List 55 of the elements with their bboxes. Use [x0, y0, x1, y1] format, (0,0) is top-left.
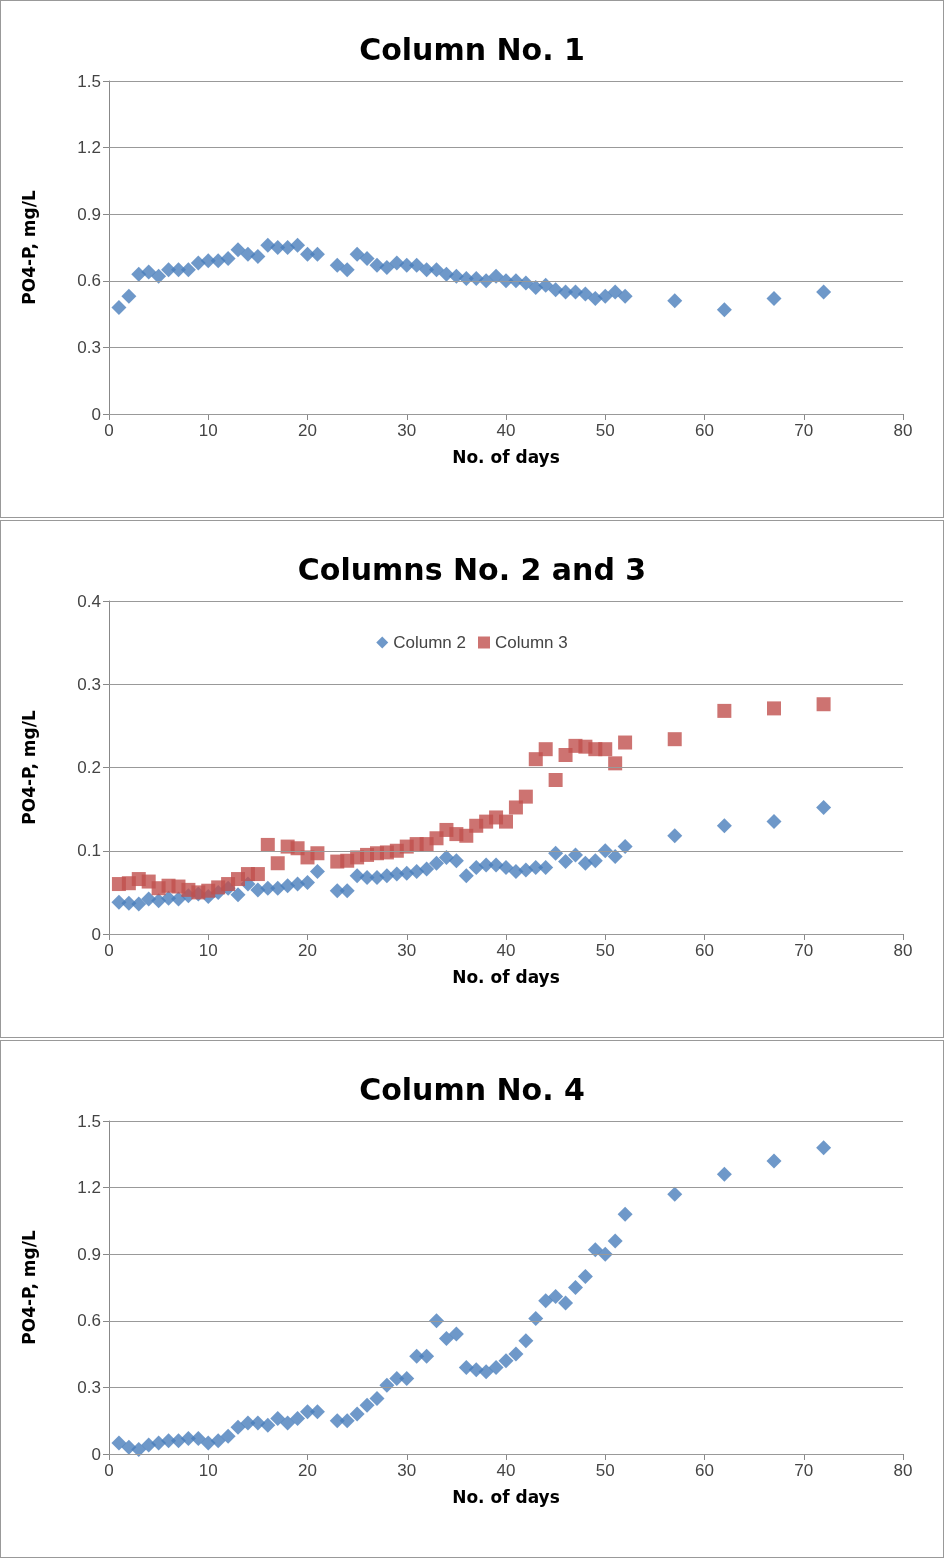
y-tick-label: 0.9	[77, 1244, 101, 1264]
x-tick-label: 10	[198, 1461, 218, 1480]
x-tick-label: 50	[595, 421, 615, 440]
y-tick-label: 1.2	[77, 138, 101, 158]
y-tick-label: 0.9	[77, 204, 101, 224]
y-tick-label: 0	[91, 1444, 101, 1464]
x-tick-label: 30	[397, 421, 417, 440]
chart-title: Column No. 4	[359, 1071, 585, 1107]
x-tick-label: 20	[298, 421, 317, 440]
x-tick-label: 80	[893, 421, 913, 440]
x-tick-label: 10	[198, 941, 218, 960]
x-tick-label: 0	[104, 421, 114, 440]
y-axis-title: PO4-P, mg/L	[18, 190, 39, 305]
x-tick-label: 30	[397, 1461, 417, 1480]
x-tick-label: 0	[104, 941, 114, 960]
x-tick-label: 30	[397, 941, 417, 960]
y-tick-label: 0	[91, 924, 101, 944]
y-tick-label: 0.3	[77, 1377, 101, 1397]
x-axis-title: No. of days	[452, 966, 560, 987]
legend-label: Column 2	[393, 633, 467, 652]
x-tick-label: 40	[496, 941, 516, 960]
y-tick-label: 0.3	[77, 674, 101, 694]
x-tick-label: 60	[695, 421, 714, 440]
y-tick-label: 0.3	[77, 337, 101, 357]
y-axis-title: PO4-P, mg/L	[18, 710, 39, 825]
x-tick-label: 10	[198, 421, 218, 440]
x-tick-label: 40	[496, 1461, 516, 1480]
x-tick-label: 20	[298, 1461, 317, 1480]
y-axis-title: PO4-P, mg/L	[18, 1230, 39, 1345]
x-tick-label: 50	[595, 941, 615, 960]
x-tick-label: 0	[104, 1461, 114, 1480]
x-axis-title: No. of days	[452, 1486, 560, 1507]
x-tick-label: 20	[298, 941, 317, 960]
y-tick-label: 0.6	[77, 1311, 101, 1331]
y-tick-label: 0	[91, 404, 101, 424]
x-tick-label: 80	[893, 1461, 913, 1480]
x-tick-label: 60	[695, 941, 714, 960]
y-tick-label: 1.2	[77, 1178, 101, 1198]
y-tick-label: 0.1	[77, 841, 101, 861]
x-axis-title: No. of days	[452, 446, 560, 467]
y-tick-label: 0.2	[77, 758, 101, 777]
x-tick-label: 70	[794, 1461, 814, 1480]
x-tick-label: 40	[496, 421, 516, 440]
x-tick-label: 80	[893, 941, 913, 960]
legend-label: Column 3	[495, 633, 568, 652]
chart-title: Column No. 1	[359, 31, 585, 67]
y-tick-label: 1.5	[77, 71, 101, 91]
x-tick-label: 70	[794, 421, 814, 440]
x-tick-label: 60	[695, 1461, 714, 1480]
x-tick-label: 50	[595, 1461, 615, 1480]
chart-title: Columns No. 2 and 3	[297, 551, 647, 587]
y-tick-label: 0.4	[77, 591, 101, 611]
y-tick-label: 0.6	[77, 271, 101, 291]
y-tick-label: 1.5	[77, 1111, 101, 1131]
x-tick-label: 70	[794, 941, 814, 960]
